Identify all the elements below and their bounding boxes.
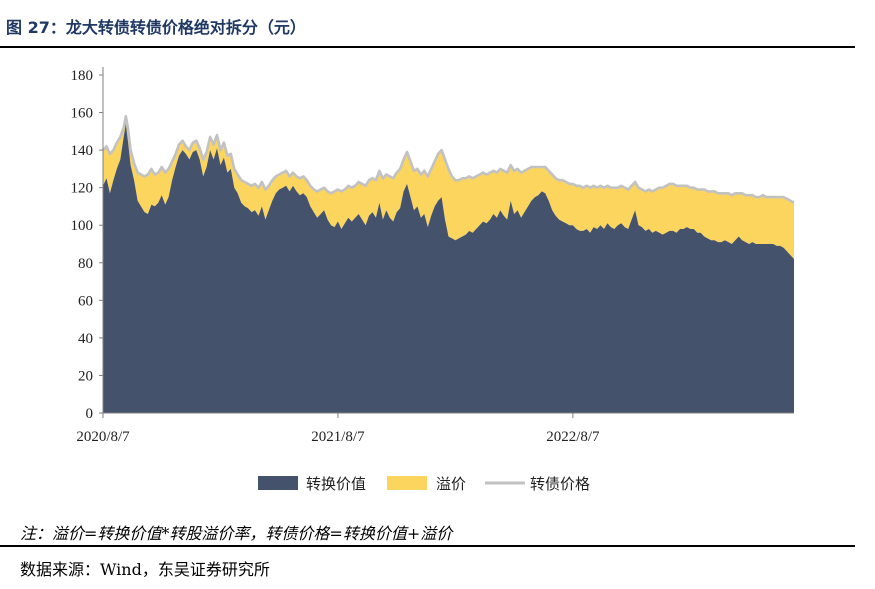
y-tick-label: 20: [78, 368, 93, 384]
x-tick-label: 2022/8/7: [546, 429, 600, 445]
y-tick-label: 180: [71, 68, 94, 84]
chart: 0 20 40 60 80 100 120 140 160 180 2020/8/7 2021/8/7…: [71, 67, 795, 493]
y-tick-label: 0: [86, 406, 94, 422]
figure-note: 注：溢价=转换价值*转股溢价率，转债价格=转换价值+溢价: [20, 524, 453, 543]
y-tick-label: 80: [78, 256, 93, 272]
top-rule: [0, 46, 855, 48]
x-tick-label: 2021/8/7: [311, 429, 365, 445]
y-tick-label: 100: [71, 218, 94, 234]
legend-swatch: [258, 476, 298, 490]
figure-title: 图 27：龙大转债转债价格绝对拆分（元）: [6, 18, 306, 37]
legend-label: 转债价格: [530, 475, 590, 493]
y-tick-label: 60: [78, 293, 93, 309]
legend-label: 溢价: [436, 475, 466, 493]
y-tick-label: 140: [71, 143, 94, 159]
note-rule: [0, 545, 855, 547]
y-tick-label: 40: [78, 331, 93, 347]
premium-area: [103, 116, 794, 259]
x-tick-label: 2020/8/7: [76, 429, 130, 445]
figure-source: 数据来源：Wind，东吴证券研究所: [20, 560, 270, 579]
y-tick-label: 120: [71, 181, 94, 197]
conversion-area: [103, 123, 794, 414]
legend-label: 转换价值: [306, 475, 366, 493]
legend-swatch: [387, 476, 427, 490]
price-line: [102, 115, 795, 204]
y-tick-label: 160: [71, 106, 94, 122]
